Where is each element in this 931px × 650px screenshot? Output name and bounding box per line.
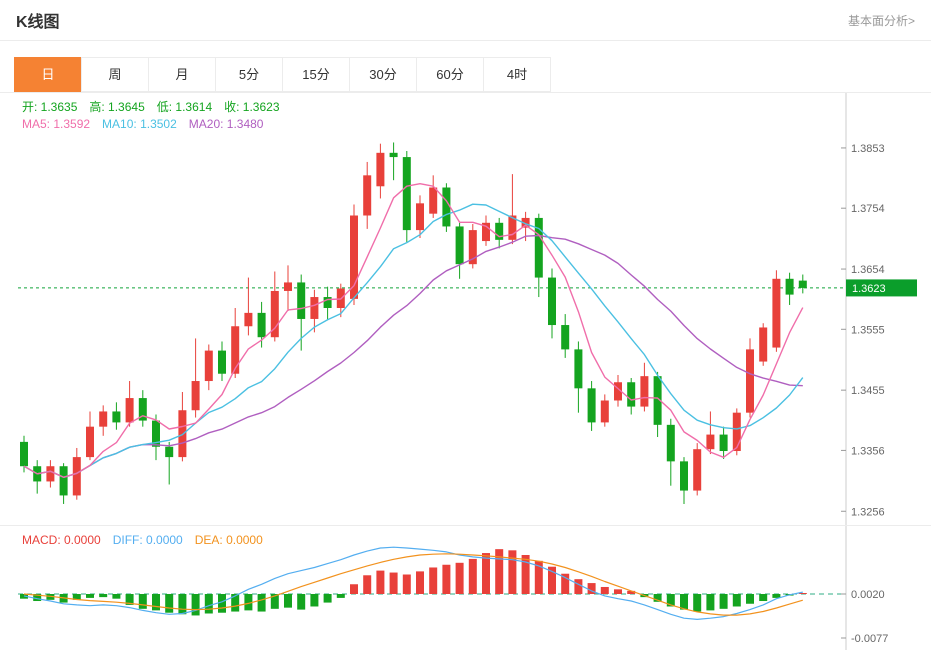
svg-text:-0.0077: -0.0077 bbox=[851, 633, 888, 645]
svg-text:1.3555: 1.3555 bbox=[851, 324, 885, 336]
dea-line bbox=[23, 553, 803, 616]
macd-axis: 0.0020 -0.0077 bbox=[841, 589, 888, 645]
high-value: 高: 1.3645 bbox=[89, 100, 145, 114]
dea-value: DEA: 0.0000 bbox=[194, 533, 263, 547]
close-value: 收: 1.3623 bbox=[224, 100, 280, 114]
tab-60分[interactable]: 60分 bbox=[416, 57, 484, 92]
diff-value: DIFF: 0.0000 bbox=[112, 533, 183, 547]
tab-月[interactable]: 月 bbox=[148, 57, 216, 92]
low-value: 低: 1.3614 bbox=[156, 100, 213, 114]
svg-text:1.3356: 1.3356 bbox=[851, 445, 885, 457]
diff-line bbox=[23, 546, 803, 621]
candles-group bbox=[20, 142, 807, 504]
svg-text:1.3623: 1.3623 bbox=[852, 283, 886, 295]
ma20-line bbox=[23, 234, 803, 478]
ma20-value: MA20: 1.3480 bbox=[188, 117, 264, 131]
svg-text:1.3853: 1.3853 bbox=[851, 143, 885, 155]
svg-text:1.3455: 1.3455 bbox=[851, 385, 885, 397]
macd-legend: MACD: 0.0000 DIFF: 0.0000 DEA: 0.0000 bbox=[22, 533, 275, 547]
page-title: K线图 bbox=[16, 14, 60, 31]
interval-tabbar: 日周月 5分 15分 30分 60分 4时 bbox=[0, 57, 931, 93]
tab-5分[interactable]: 5分 bbox=[215, 57, 283, 92]
tab-4时[interactable]: 4时 bbox=[483, 57, 551, 92]
svg-text:1.3256: 1.3256 bbox=[851, 506, 885, 518]
ohlc-legend: 开: 1.3635 高: 1.3645 低: 1.3614 收: 1.3623 bbox=[22, 98, 292, 115]
svg-text:0.0020: 0.0020 bbox=[851, 589, 885, 601]
tab-周[interactable]: 周 bbox=[81, 57, 149, 92]
ma10-line bbox=[23, 203, 804, 478]
page-header: K线图 基本面分析> bbox=[0, 0, 931, 41]
macd-value: MACD: 0.0000 bbox=[22, 533, 101, 547]
ma5-line bbox=[23, 182, 804, 478]
tab-30分[interactable]: 30分 bbox=[349, 57, 417, 92]
ma5-value: MA5: 1.3592 bbox=[22, 117, 91, 131]
macd-histogram bbox=[20, 549, 807, 616]
fundamental-analysis-link[interactable]: 基本面分析> bbox=[847, 13, 915, 28]
price-axis: 1.3853 1.3754 1.3654 1.3555 1.3455 1.3356 1.32… bbox=[841, 143, 885, 518]
current-price-badge: 1.3623 bbox=[846, 279, 917, 297]
chart-frame bbox=[0, 93, 931, 650]
tab-15分[interactable]: 15分 bbox=[282, 57, 350, 92]
open-value: 开: 1.3635 bbox=[22, 100, 78, 114]
svg-text:1.3754: 1.3754 bbox=[851, 203, 885, 215]
tab-日[interactable]: 日 bbox=[14, 57, 82, 92]
kline-chart[interactable]: 1.3853 1.3754 1.3654 1.3555 1.3455 1.3356 1.32… bbox=[0, 93, 931, 650]
ma10-value: MA10: 1.3502 bbox=[102, 117, 177, 131]
ma-legend: MA5: 1.3592 MA10: 1.3502 MA20: 1.3480 bbox=[22, 117, 275, 131]
svg-text:1.3654: 1.3654 bbox=[851, 264, 885, 276]
chart-area: 1.3853 1.3754 1.3654 1.3555 1.3455 1.3356 1.32… bbox=[0, 93, 931, 650]
